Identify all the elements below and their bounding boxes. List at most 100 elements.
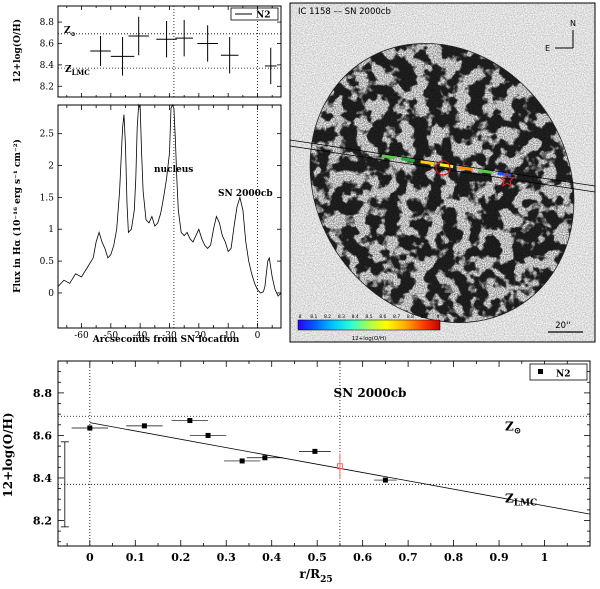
data-point	[90, 35, 111, 66]
y-tick-label: 8.2	[40, 82, 54, 92]
data-point	[156, 20, 177, 58]
data-point	[175, 19, 193, 57]
data-point	[189, 432, 227, 438]
x-axis-label-sub: 25	[320, 575, 333, 585]
y-tick-label: 8.8	[33, 387, 52, 400]
panel-frame	[57, 104, 282, 329]
reference-label-sub: LMC	[514, 498, 537, 508]
colorbar-tick-label: 8.2	[324, 314, 331, 320]
x-tick-label: -20	[192, 331, 207, 341]
v-lines	[89, 361, 341, 546]
systematic-error-bar	[60, 441, 69, 528]
reference-label: Z⊙	[64, 26, 76, 38]
halpha-profile-line	[57, 103, 282, 297]
reference-label-sub: LMC	[72, 68, 91, 77]
colorbar-ticks: 8 8.1 8.2 8.3 8.4 8.5 8.6 8.7 8.8 8.9 9	[299, 314, 440, 320]
compass-east: E	[545, 44, 550, 53]
scale-bar-label: 20''	[555, 321, 571, 331]
colorbar: 8 8.1 8.2 8.3 8.4 8.5 8.6 8.7 8.8 8.9 9 12+log(O/H…	[297, 314, 441, 342]
slit-segment	[478, 168, 492, 174]
y-tick-label: 8.6	[33, 429, 52, 442]
y-axis-label: 12+log(O/H)	[1, 412, 15, 497]
colorbar-gradient	[297, 319, 441, 331]
colorbar-tick-label: 8.7	[393, 314, 400, 320]
legend-marker	[538, 369, 543, 374]
point-marker	[141, 423, 147, 429]
y-tick-label: 0	[48, 289, 54, 299]
x-ticks: -60 -50 -40 -30 -20 -10 0	[66, 6, 273, 341]
v-lines	[173, 6, 258, 97]
y-tick-label: 1.5	[40, 193, 55, 203]
x-tick-label: 0.3	[217, 551, 236, 564]
v-lines	[173, 105, 258, 328]
legend: N2	[529, 363, 588, 381]
x-axis-label: Arcseconds from SN location	[92, 335, 240, 345]
colorbar-tick-label: 9	[437, 314, 440, 320]
x-tick-label: 0.2	[171, 551, 190, 564]
colorbar-tick-label: 8.1	[310, 314, 317, 320]
colorbar-tick-label: 8.8	[407, 314, 414, 320]
compass: N E	[545, 19, 576, 53]
y-axis-label: 12+log(O/H)	[12, 19, 23, 83]
legend: N2	[230, 7, 279, 21]
y-ticks: 8.2 8.4 8.6 8.8	[40, 18, 281, 92]
x-tick-label: 0.7	[399, 551, 418, 564]
data-point	[220, 37, 239, 74]
data-points	[90, 16, 277, 85]
x-tick-label: 0.4	[262, 551, 281, 564]
point-marker	[87, 425, 93, 431]
x-axis-label: r/R25	[299, 567, 332, 585]
legend-label: N2	[556, 370, 571, 380]
x-tick-label: 0.5	[308, 551, 327, 564]
point-marker	[382, 477, 388, 483]
y-tick-label: 8.4	[33, 472, 52, 485]
point-marker	[239, 458, 245, 464]
y-tick-label: 8.4	[40, 61, 55, 71]
data-point	[128, 16, 149, 56]
x-tick-label: 0	[86, 551, 94, 564]
y-tick-label: 8.2	[33, 514, 52, 527]
colorbar-tick-label: 8.4	[352, 314, 359, 320]
slit-segment	[381, 154, 396, 160]
x-ticks: 0 0.1 0.2 0.3 0.4 0.5 0.6 0.7 0.8 0.9 1	[66, 361, 591, 564]
x-tick-label: -60	[74, 331, 89, 341]
sn-annotation: SN 2000cb	[334, 386, 407, 400]
x-tick-label: -40	[133, 331, 148, 341]
x-tick-label: -10	[221, 331, 236, 341]
y-ticks: 0 0.5 1 1.5 2 2.5	[40, 130, 281, 299]
metallicity-gradient-panel: 0 0.1 0.2 0.3 0.4 0.5 0.6 0.7 0.8 0.9 1 8.2 8.4 8.6 8…	[1, 360, 591, 585]
y-tick-label: 8.8	[40, 18, 55, 28]
data-point	[171, 418, 209, 424]
y-tick-label: 1	[48, 225, 54, 235]
data-point	[197, 25, 218, 62]
colorbar-tick-label: 8.6	[379, 314, 386, 320]
slit-segment	[458, 166, 473, 171]
y-tick-label: 8.6	[40, 39, 55, 49]
colorbar-tick-label: 8	[299, 314, 302, 320]
data-point	[110, 37, 135, 76]
legend-box	[529, 363, 588, 381]
data-point	[298, 448, 331, 454]
data-point	[223, 458, 261, 464]
image-title: IC 1158 –– SN 2000cb	[298, 7, 391, 17]
slit-segment	[401, 157, 415, 163]
nucleus-marker	[435, 160, 451, 176]
x-tick-label: 0.1	[126, 551, 145, 564]
reference-lines: Z⊙ ZLMC	[58, 26, 281, 77]
x-tick-label: 0.6	[353, 551, 372, 564]
point-marker	[205, 432, 211, 438]
data-point	[374, 477, 397, 483]
sn-star-marker	[498, 171, 516, 187]
x-tick-label: 1	[541, 551, 549, 564]
point-marker	[262, 455, 268, 461]
x-tick-label: 0.8	[444, 551, 463, 564]
nucleus-annotation: nucleus	[154, 165, 193, 175]
x-tick-label: 0.9	[489, 551, 508, 564]
y-axis-label: Flux in Hα (10⁻¹⁶ erg s⁻¹ cm⁻²)	[12, 139, 23, 293]
colorbar-tick-label: 8.9	[421, 314, 428, 320]
y-tick-label: 2	[48, 162, 54, 172]
x-axis-label-main: r/R	[299, 567, 321, 581]
galaxy-image-panel: IC 1158 –– SN 2000cb N E 20'' 8 8.1 8.2 8.3…	[289, 2, 596, 343]
data-point	[246, 455, 284, 461]
x-tick-label: -30	[162, 331, 177, 341]
